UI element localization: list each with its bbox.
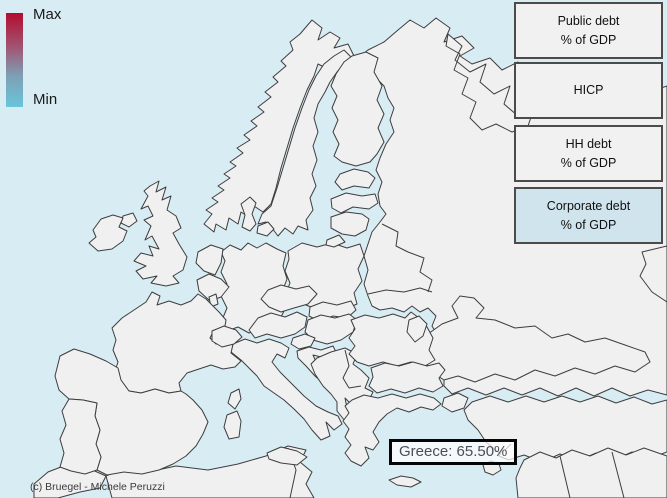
country-latvia[interactable]: [330, 192, 379, 214]
region-kaliningrad: [325, 234, 346, 248]
country-estonia[interactable]: [334, 168, 376, 191]
button-label-line: % of GDP: [560, 32, 617, 47]
country-belgium[interactable]: [196, 273, 230, 302]
country-sweden[interactable]: [257, 49, 353, 237]
country-slovenia[interactable]: [290, 333, 316, 350]
border-belarus-russia: [381, 223, 409, 253]
country-finland[interactable]: [330, 51, 385, 167]
country-norway[interactable]: [203, 19, 355, 233]
country-czech-republic[interactable]: [260, 284, 318, 313]
border-ukraine-russia: [407, 251, 433, 293]
country-ireland[interactable]: [88, 214, 128, 252]
button-label-line: % of GDP: [560, 155, 617, 170]
map-tooltip: Greece: 65.50%: [389, 439, 518, 465]
attribution-text: (c) Bruegel - Michele Peruzzi: [30, 481, 165, 493]
country-denmark[interactable]: [240, 196, 257, 232]
country-netherlands[interactable]: [195, 244, 224, 276]
region-middle-east: [515, 447, 667, 498]
country-switzerland: [211, 325, 243, 348]
country-lithuania[interactable]: [330, 211, 370, 237]
border-belarus-ukraine: [367, 287, 433, 295]
border-iraq-iran: [611, 451, 625, 498]
button-label-line: Corporate debt: [546, 198, 631, 213]
button-label-line: Public debt: [557, 13, 620, 28]
country-portugal[interactable]: [59, 398, 102, 475]
caspian-sea: [639, 245, 667, 303]
country-denmark-islands[interactable]: [256, 221, 275, 237]
country-turkey-european: [441, 392, 469, 413]
country-bulgaria[interactable]: [368, 361, 446, 394]
border-syria-iraq: [559, 455, 571, 498]
legend-min-label: Min: [33, 91, 58, 108]
border-bosnia-serbia: [342, 349, 350, 389]
region-crete[interactable]: [388, 475, 422, 488]
region-sicily[interactable]: [266, 446, 308, 466]
black-sea: [421, 295, 651, 383]
region-corsica[interactable]: [227, 388, 242, 410]
button-label-line: HH debt: [565, 136, 612, 151]
button-hicp[interactable]: HICP: [514, 62, 663, 119]
country-united-kingdom[interactable]: [133, 180, 188, 287]
button-corporate-debt[interactable]: Corporate debt % of GDP: [514, 187, 663, 244]
country-austria[interactable]: [248, 311, 308, 339]
region-sardinia[interactable]: [223, 410, 242, 440]
border-serbia-macedonia: [348, 385, 362, 389]
country-greece[interactable]: [342, 393, 442, 467]
legend-gradient-bar: [6, 13, 23, 107]
country-moldova: [406, 315, 428, 343]
button-label-line: HICP: [573, 83, 604, 97]
legend-max-label: Max: [33, 6, 62, 23]
button-hh-debt[interactable]: HH debt % of GDP: [514, 125, 663, 182]
country-italy[interactable]: [230, 338, 343, 441]
button-label-line: % of GDP: [560, 217, 617, 232]
button-public-debt[interactable]: Public debt % of GDP: [514, 2, 663, 59]
